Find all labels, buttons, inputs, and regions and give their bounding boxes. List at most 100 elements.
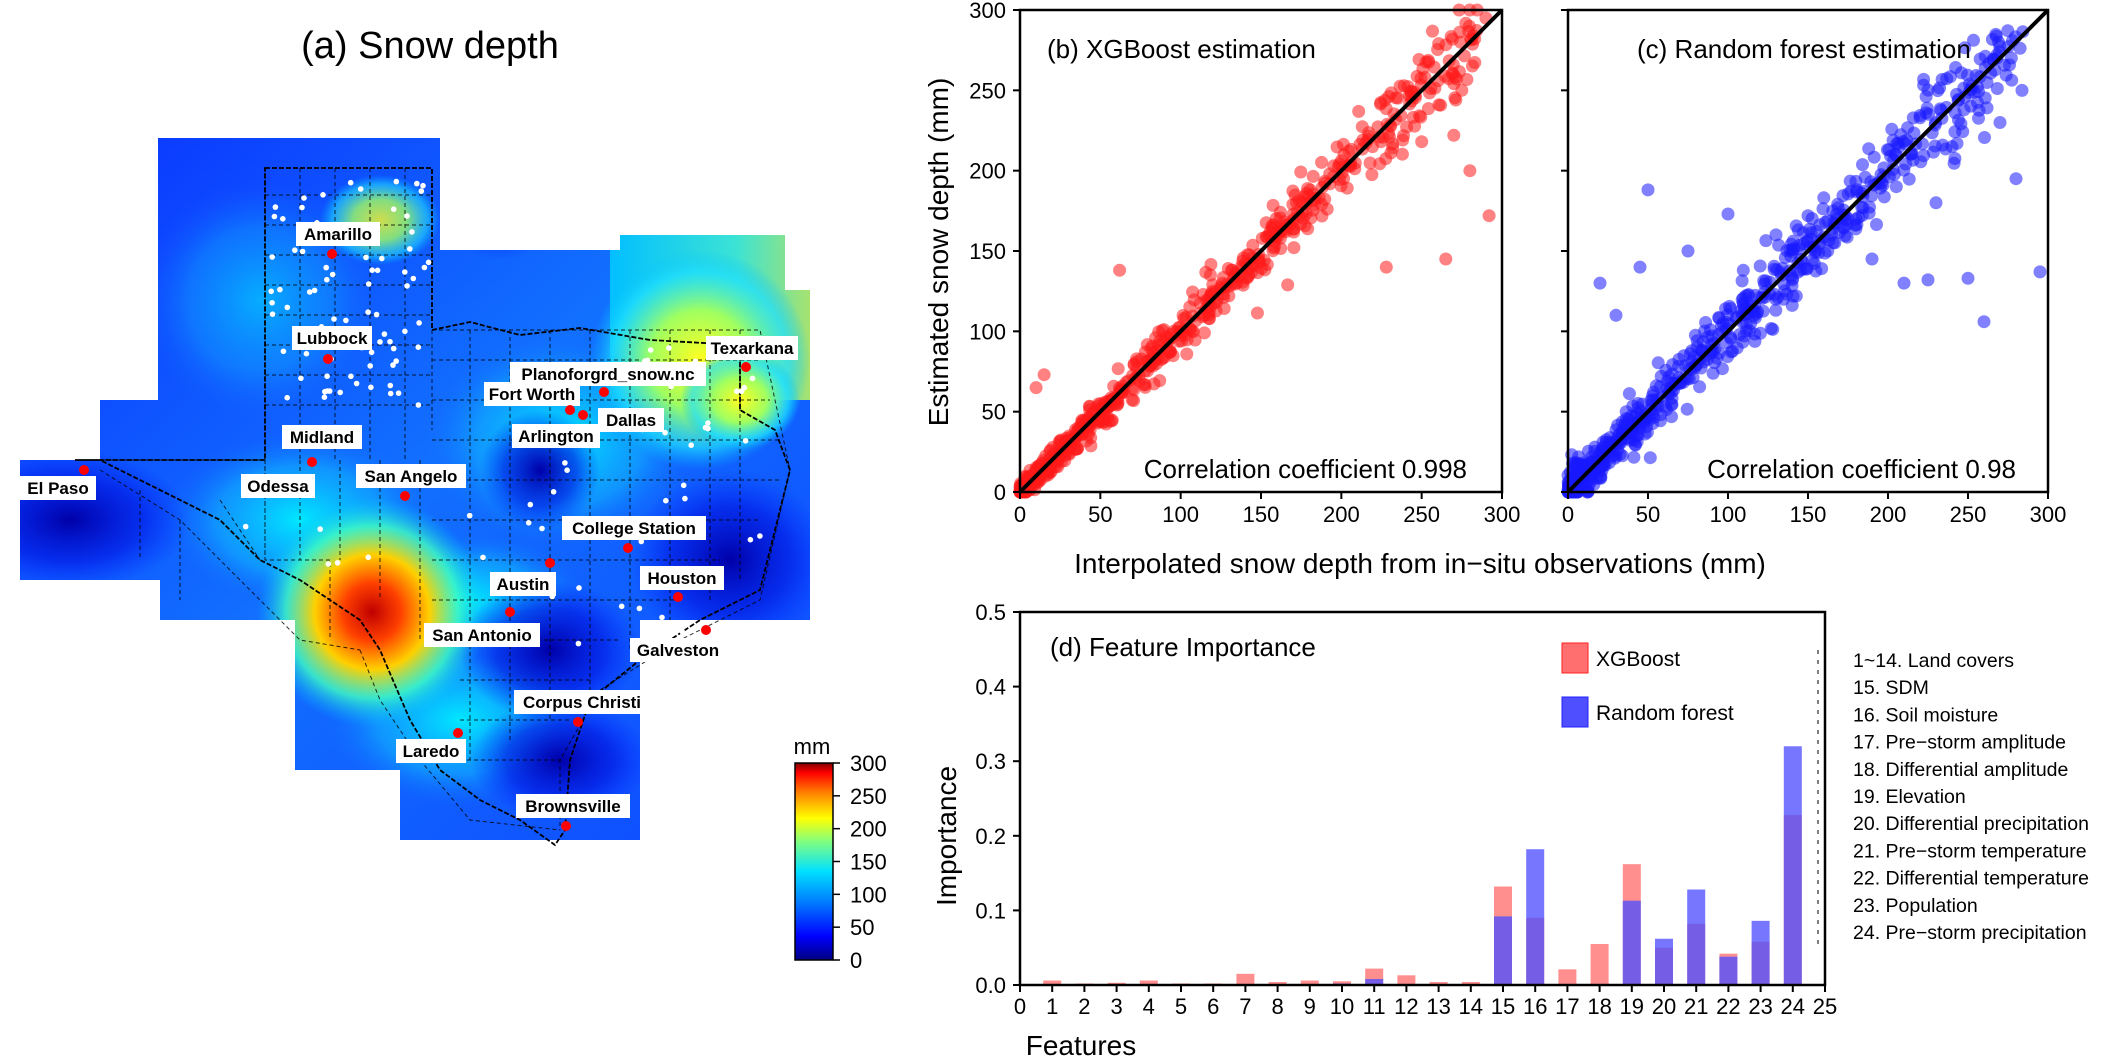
station-dot	[387, 338, 393, 345]
scatter-point	[1776, 292, 1790, 306]
scatter-point	[1665, 398, 1679, 412]
scatter-point	[1216, 271, 1230, 284]
scatter-point	[1318, 192, 1332, 206]
scatter-point	[1865, 252, 1879, 266]
scatter-point	[1978, 131, 1991, 144]
scatter-point	[1455, 83, 1469, 97]
station-dot	[269, 300, 275, 306]
scatter-point	[1935, 73, 1949, 86]
station-dot	[409, 229, 415, 235]
station-dot	[416, 320, 422, 326]
scatter-point	[1693, 380, 1707, 394]
station-dot	[343, 317, 349, 324]
importance-bar	[1558, 969, 1577, 985]
colorbar-gradient	[794, 762, 834, 961]
scatter-point	[1809, 264, 1823, 278]
x-tick-label: 8	[1271, 994, 1283, 1019]
scatter-point	[1848, 218, 1862, 232]
scatter-point	[1735, 274, 1749, 288]
scatter-point	[1352, 104, 1366, 118]
scatter-point	[1596, 440, 1610, 454]
importance-bar	[1139, 980, 1158, 985]
x-tick-label: 17	[1555, 994, 1579, 1019]
station-dot	[368, 384, 374, 391]
station-dot	[402, 328, 408, 335]
panel-b-xgboost: 0 50 100 150 200 250 300 0 50 100 150 200 250 300 (b)…	[923, 0, 1520, 527]
x-tick-label: 300	[1484, 502, 1521, 527]
scatter-point	[1175, 334, 1189, 348]
station-dot	[734, 388, 740, 395]
station-dot	[280, 348, 287, 355]
station-dot	[705, 425, 711, 432]
x-tick-label: 200	[1870, 502, 1907, 527]
station-dot	[421, 264, 428, 271]
x-tick-label: 25	[1813, 994, 1837, 1019]
city-brownsville: Brownsville	[516, 794, 630, 831]
feature-legend-item: 22. Differential temperature	[1853, 868, 2089, 890]
scatter-point	[1917, 78, 1931, 92]
scatter-point	[1306, 169, 1320, 183]
scatter-point	[1406, 110, 1420, 124]
station-dot	[393, 358, 400, 364]
scatter-point	[1389, 91, 1403, 105]
colorbar-tick-label: 300	[850, 751, 887, 776]
station-dot	[365, 309, 371, 315]
scatter-point	[1753, 259, 1767, 273]
panel-c-title: (c) Random forest estimation	[1637, 34, 1971, 64]
y-tick-label: 150	[969, 239, 1006, 264]
scatter-point	[1653, 414, 1667, 428]
colorbar-tick-label: 200	[850, 817, 887, 842]
station-dot	[395, 390, 402, 397]
station-dot	[418, 188, 425, 194]
scatter-point	[1384, 146, 1398, 160]
bar-xlabel: Features	[1026, 1030, 1137, 1058]
station-dot	[373, 311, 380, 318]
importance-bar	[1751, 920, 1770, 985]
station-dot	[284, 394, 291, 401]
y-tick-label: 200	[969, 159, 1006, 184]
y-tick-label: 300	[969, 0, 1006, 23]
city-corpus-christi: Corpus Christi	[514, 690, 650, 727]
scatter-point	[1619, 412, 1633, 426]
x-tick-label: 250	[1950, 502, 1987, 527]
colorbar-tick-label: 100	[850, 882, 887, 907]
scatter-point	[1874, 168, 1888, 182]
importance-bars	[1043, 746, 1802, 985]
station-dot	[480, 554, 486, 561]
y-tick-label: 0.5	[975, 600, 1006, 625]
scatter-point	[1716, 316, 1730, 330]
scatter-point	[1373, 157, 1387, 171]
x-tick-label: 0	[1562, 502, 1574, 527]
scatter-point	[1886, 133, 1900, 147]
scatter-point	[1379, 260, 1393, 274]
importance-bar	[1397, 975, 1416, 985]
feature-legend-item: 19. Elevation	[1853, 786, 1966, 808]
city-laredo: Laredo	[396, 728, 466, 763]
y-tick-label: 0.1	[975, 898, 1006, 923]
scatter-point	[1448, 70, 1462, 84]
x-tick-label: 0	[1014, 502, 1026, 527]
legend-label-rf: Random forest	[1596, 702, 1734, 725]
scatter-point	[1708, 356, 1721, 370]
station-dot	[363, 254, 369, 261]
feature-legend-item: 18. Differential amplitude	[1853, 759, 2068, 781]
x-tick-label: 150	[1790, 502, 1827, 527]
snow-depth-map: (a) Snow depth	[20, 25, 887, 973]
x-tick-label: 16	[1523, 994, 1547, 1019]
station-dot	[280, 216, 286, 222]
station-dot	[321, 394, 328, 401]
station-dot	[636, 605, 643, 612]
feature-legend-item: 20. Differential precipitation	[1853, 813, 2089, 835]
scatter-point	[1672, 359, 1685, 373]
scatter-point	[1759, 234, 1773, 248]
scatter-point	[2015, 83, 2029, 97]
scatter-point	[1113, 263, 1127, 277]
importance-bar	[1461, 982, 1480, 985]
importance-bar	[1719, 956, 1738, 985]
colorbar: mm 0 50 100 150 200 250 300	[794, 734, 887, 973]
station-dot	[271, 213, 278, 220]
station-dot	[269, 311, 276, 318]
scatter-point	[2005, 73, 2019, 87]
scatter-point	[1327, 159, 1341, 173]
colorbar-ticks: 0 50 100 150 200 250 300	[833, 751, 887, 973]
